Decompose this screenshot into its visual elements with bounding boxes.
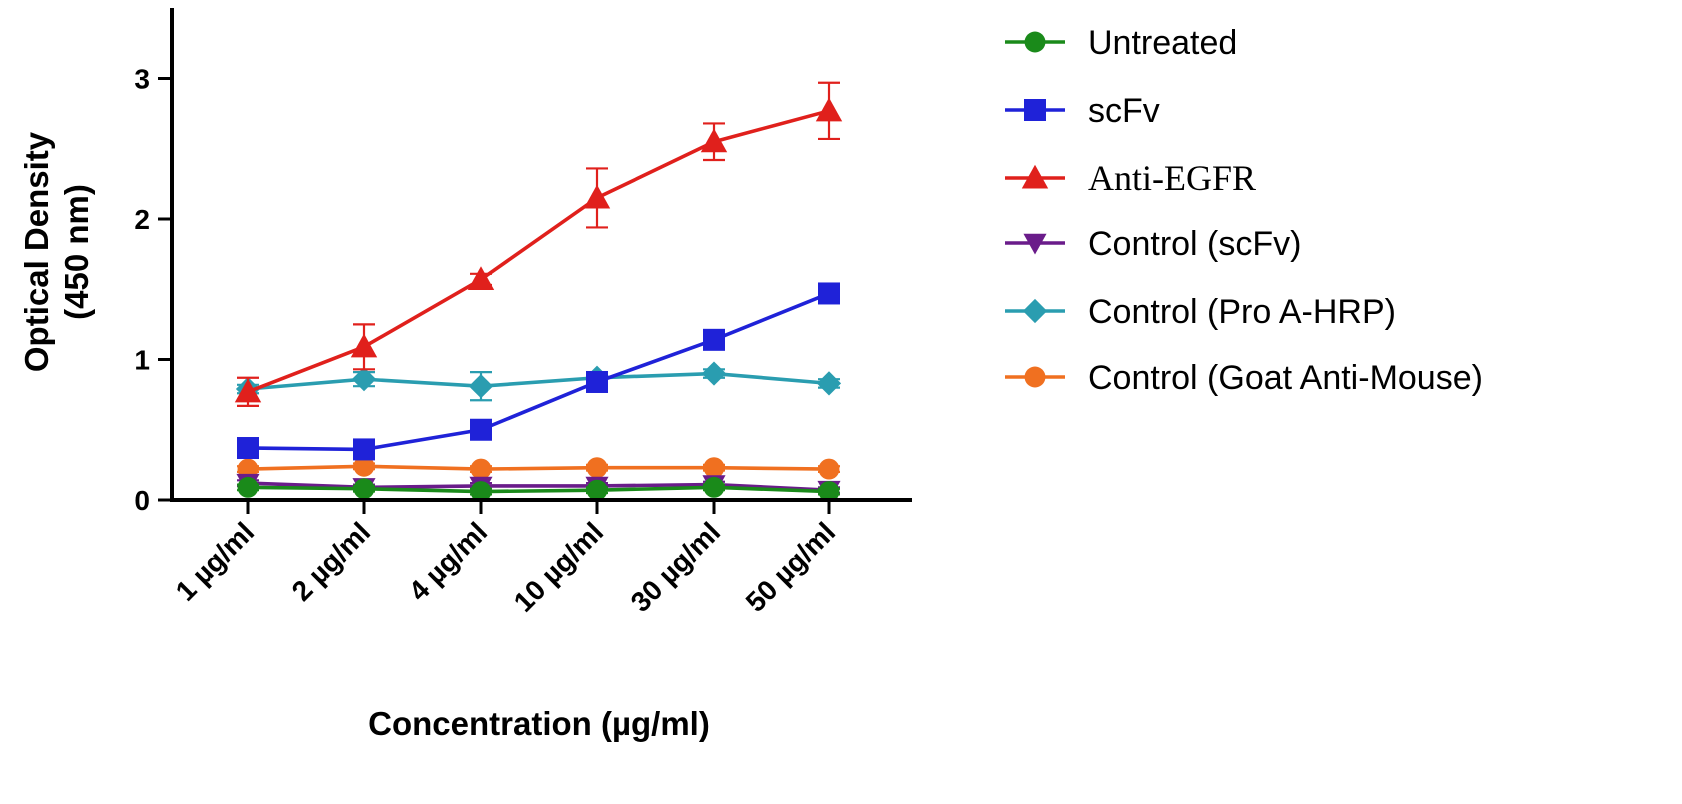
x-axis-title: Concentration (µg/ml)	[368, 705, 710, 742]
data-point	[350, 333, 378, 358]
legend-label: Anti-EGFR	[1088, 158, 1256, 198]
legend-marker	[1024, 366, 1046, 388]
data-point	[468, 374, 494, 399]
legend-item: Anti-EGFR	[1005, 158, 1256, 198]
data-point	[586, 457, 608, 479]
legend-label: Untreated	[1088, 24, 1237, 62]
legend-marker	[1021, 164, 1049, 189]
series-line	[247, 485, 830, 494]
y-tick-label: 0	[134, 485, 150, 516]
series-scfv	[237, 282, 840, 461]
data-point	[353, 478, 375, 500]
y-tick-label: 2	[134, 204, 150, 235]
x-tick-label: 10 µg/ml	[508, 516, 610, 618]
data-point	[816, 371, 842, 396]
legend-item: Control (Goat Anti-Mouse)	[1005, 359, 1483, 397]
data-point	[818, 282, 840, 305]
legend-item: scFv	[1005, 92, 1160, 130]
series-line	[247, 291, 830, 452]
series-line	[247, 481, 830, 492]
legend-marker	[1024, 31, 1046, 53]
data-point	[237, 437, 259, 460]
series-line	[247, 464, 830, 471]
series-control-pro-a-hrp	[235, 361, 842, 402]
data-point	[351, 367, 377, 392]
data-point	[701, 361, 727, 386]
axes	[170, 8, 912, 502]
legend-item: Untreated	[1005, 24, 1237, 62]
legend-label: Control (Goat Anti-Mouse)	[1088, 359, 1483, 397]
data-point	[583, 184, 611, 209]
y-tick-label: 3	[134, 64, 150, 95]
data-point	[470, 481, 492, 503]
y-axis-title-line2: (450 nm)	[58, 184, 95, 320]
data-point	[237, 476, 259, 498]
data-point	[234, 378, 262, 403]
legend-marker	[1022, 298, 1048, 324]
plot-area	[234, 81, 843, 503]
data-point	[586, 479, 608, 501]
data-point	[586, 370, 608, 393]
y-axis-title-line1: Optical Density	[18, 131, 55, 372]
legend-label: scFv	[1088, 92, 1160, 130]
legend: Untreated scFv Anti-EGFR Control (scFv) Cont…	[1005, 24, 1483, 397]
data-point	[467, 266, 495, 290]
data-point	[470, 418, 492, 441]
x-tick-label: 1 µg/ml	[170, 516, 261, 607]
x-tick-label: 30 µg/ml	[625, 516, 727, 618]
x-tick-label: 4 µg/ml	[403, 516, 494, 607]
x-tick-label: 2 µg/ml	[286, 516, 377, 607]
series-line	[247, 371, 830, 391]
data-point	[353, 438, 375, 461]
legend-label: Control (scFv)	[1088, 225, 1301, 263]
data-point	[470, 458, 492, 480]
y-ticks: 0 1 2 3	[134, 64, 172, 516]
series-untreated	[237, 476, 840, 503]
series-control-goat-anti-mouse	[237, 455, 840, 480]
data-point	[703, 476, 725, 498]
series-anti-egfr	[234, 81, 843, 407]
legend-marker	[1024, 99, 1046, 121]
series-line	[247, 109, 830, 394]
data-point	[818, 458, 840, 480]
data-point	[818, 481, 840, 503]
data-point	[700, 128, 728, 153]
legend-item: Control (Pro A-HRP)	[1005, 293, 1396, 331]
data-point	[703, 328, 725, 351]
y-tick-label: 1	[134, 345, 150, 376]
data-point	[703, 457, 725, 479]
legend-label: Control (Pro A-HRP)	[1088, 293, 1396, 331]
legend-item: Control (scFv)	[1005, 225, 1301, 263]
data-point	[353, 455, 375, 477]
x-tick-label: 50 µg/ml	[740, 516, 842, 618]
x-ticks: 1 µg/ml 2 µg/ml 4 µg/ml 10 µg/ml 30 µg/ml 50 …	[170, 500, 842, 618]
legend-marker	[1023, 233, 1047, 255]
data-point	[815, 97, 843, 122]
